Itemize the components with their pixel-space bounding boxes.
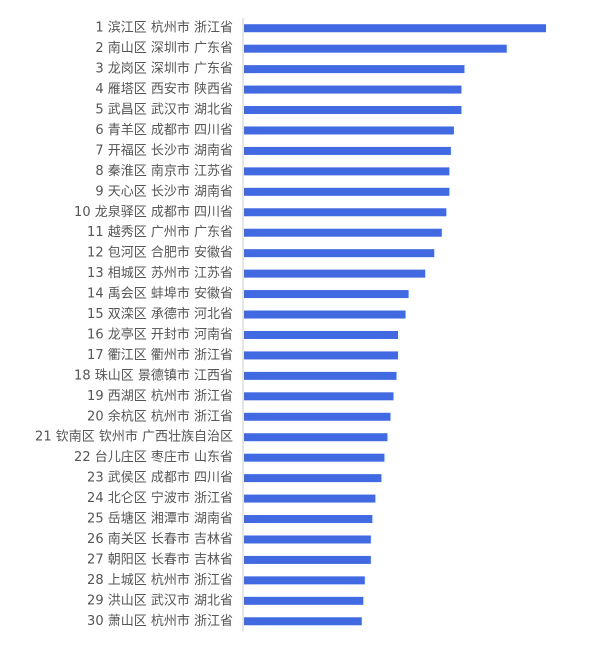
category-label: 4 雁塔区 西安市 陕西省 bbox=[95, 81, 233, 97]
bar bbox=[244, 392, 394, 401]
bar bbox=[244, 146, 451, 155]
bar bbox=[244, 187, 450, 196]
category-label: 25 岳塘区 湘潭市 湖南省 bbox=[87, 511, 233, 527]
bar bbox=[244, 249, 435, 258]
category-label: 6 青羊区 成都市 四川省 bbox=[95, 122, 233, 138]
bar bbox=[244, 433, 388, 442]
category-label: 1 滨江区 杭州市 浙江省 bbox=[95, 20, 233, 36]
bar bbox=[244, 412, 391, 421]
bar bbox=[244, 44, 507, 53]
category-label: 16 龙亭区 开封市 河南省 bbox=[87, 326, 233, 342]
bar bbox=[244, 617, 362, 626]
bars bbox=[244, 24, 546, 626]
category-label: 17 衢江区 衢州市 浙江省 bbox=[87, 347, 233, 363]
bar bbox=[244, 494, 376, 503]
bar bbox=[244, 453, 385, 462]
category-label: 26 南关区 长春市 吉林省 bbox=[87, 531, 233, 547]
category-label: 11 越秀区 广州市 广东省 bbox=[87, 224, 233, 240]
bar bbox=[244, 126, 454, 135]
bar bbox=[244, 596, 364, 605]
category-label: 14 禹会区 蚌埠市 安徽省 bbox=[87, 286, 233, 302]
bar bbox=[244, 65, 465, 74]
category-label: 22 台儿庄区 枣庄市 山东省 bbox=[74, 449, 233, 465]
bar bbox=[244, 228, 442, 237]
bar bbox=[244, 290, 409, 299]
category-label: 3 龙岗区 深圳市 广东省 bbox=[95, 61, 233, 77]
category-label: 5 武昌区 武汉市 湖北省 bbox=[95, 102, 233, 118]
bar bbox=[244, 576, 365, 585]
bar bbox=[244, 330, 399, 339]
category-label: 28 上城区 杭州市 浙江省 bbox=[87, 572, 233, 588]
category-label: 9 天心区 长沙市 湖南省 bbox=[95, 183, 233, 199]
category-label: 15 双滦区 承德市 河北省 bbox=[87, 306, 233, 322]
bar bbox=[244, 351, 399, 360]
category-label: 30 萧山区 杭州市 浙江省 bbox=[87, 613, 233, 629]
category-label: 20 余杭区 杭州市 浙江省 bbox=[87, 408, 233, 424]
bar bbox=[244, 269, 426, 278]
category-label: 27 朝阳区 长春市 吉林省 bbox=[87, 551, 233, 567]
category-label: 12 包河区 合肥市 安徽省 bbox=[87, 245, 233, 261]
bar bbox=[244, 371, 397, 380]
category-label: 13 相城区 苏州市 江苏省 bbox=[87, 265, 233, 281]
category-label: 2 南山区 深圳市 广东省 bbox=[95, 40, 233, 56]
bar bbox=[244, 106, 462, 115]
bar bbox=[244, 85, 462, 94]
bar bbox=[244, 24, 546, 33]
bar bbox=[244, 310, 406, 319]
bar bbox=[244, 555, 371, 564]
category-label: 10 龙泉驿区 成都市 四川省 bbox=[74, 204, 233, 220]
bar bbox=[244, 167, 450, 176]
bar bbox=[244, 474, 382, 483]
category-label: 23 武侯区 成都市 四川省 bbox=[87, 470, 233, 486]
category-label: 8 秦淮区 南京市 江苏省 bbox=[95, 163, 233, 179]
bar bbox=[244, 208, 447, 217]
category-label: 24 北仑区 宁波市 浙江省 bbox=[87, 490, 233, 506]
bar bbox=[244, 535, 371, 544]
bar bbox=[244, 515, 373, 524]
category-label: 18 珠山区 景德镇市 江西省 bbox=[74, 367, 233, 383]
category-label: 19 西湖区 杭州市 浙江省 bbox=[87, 388, 233, 404]
category-label: 21 钦南区 钦州市 广西壮族自治区 bbox=[35, 429, 233, 445]
category-labels: 1 滨江区 杭州市 浙江省 2 南山区 深圳市 广东省 3 龙岗区 深圳市 广东省 4… bbox=[35, 20, 233, 629]
category-label: 7 开福区 长沙市 湖南省 bbox=[95, 142, 233, 158]
category-label: 29 洪山区 武汉市 湖北省 bbox=[87, 592, 233, 608]
